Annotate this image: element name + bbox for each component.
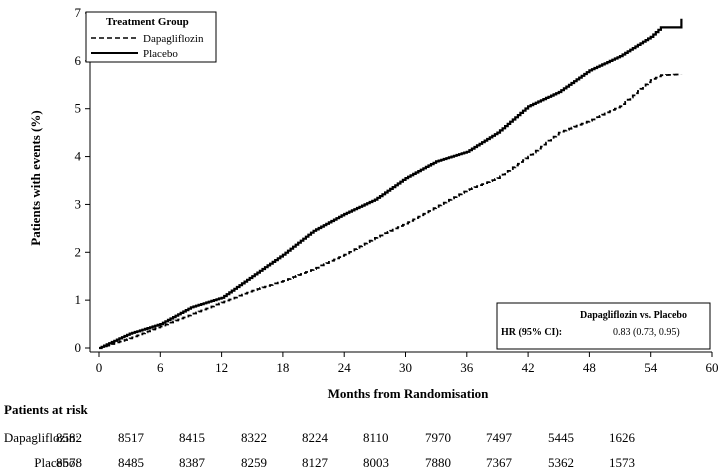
hr-header: Dapagliflozin vs. Placebo (580, 310, 687, 321)
risk-value: 8582 (56, 430, 82, 445)
risk-value: 8003 (363, 455, 389, 470)
risk-row: Placebo: 8578 8485 8387 8259 8127 8003 7880 7367… (0, 455, 726, 473)
y-tick-label: 2 (75, 244, 82, 259)
series-line-dapagliflozin (99, 73, 683, 349)
legend-title: Treatment Group (106, 16, 189, 28)
risk-value: 7367 (486, 455, 512, 470)
hr-label: HR (95% CI): (501, 327, 562, 338)
risk-value: 8110 (363, 430, 389, 445)
x-tick-label: 36 (460, 360, 474, 375)
x-tick-label: 30 (399, 360, 412, 375)
risk-table-title: Patients at risk (4, 402, 88, 417)
risk-value: 5362 (548, 455, 574, 470)
y-tick-label: 7 (75, 5, 82, 20)
legend-label-placebo: Placebo (143, 48, 178, 60)
series-line-placebo (99, 18, 683, 350)
risk-value: 5445 (548, 430, 574, 445)
risk-value: 7880 (425, 455, 451, 470)
x-tick-label: 48 (583, 360, 596, 375)
risk-value: 8578 (56, 455, 82, 470)
x-tick-label: 0 (96, 360, 103, 375)
x-tick-label: 54 (644, 360, 658, 375)
y-tick-label: 4 (75, 149, 82, 164)
x-tick-label: 6 (157, 360, 164, 375)
risk-value: 7970 (425, 430, 451, 445)
x-tick-label: 18 (276, 360, 289, 375)
risk-value: 8387 (179, 455, 205, 470)
risk-value: 8127 (302, 455, 328, 470)
y-axis-label: Patients with events (%) (28, 110, 43, 245)
risk-value: 8224 (302, 430, 328, 445)
hr-annotation: Dapagliflozin vs. Placebo HR (95% CI): 0… (496, 302, 711, 350)
risk-value: 1573 (609, 455, 635, 470)
risk-value: 8322 (241, 430, 267, 445)
legend-label-dapagliflozin: Dapagliflozin (143, 33, 204, 45)
x-axis-label: Months from Randomisation (328, 386, 490, 400)
x-tick-label: 42 (522, 360, 535, 375)
hr-value: 0.83 (0.73, 0.95) (613, 327, 680, 338)
y-tick-label: 5 (75, 101, 82, 116)
y-tick-label: 1 (75, 292, 82, 307)
risk-value: 8415 (179, 430, 205, 445)
risk-value: 1626 (609, 430, 635, 445)
risk-value: 7497 (486, 430, 512, 445)
risk-value: 8259 (241, 455, 267, 470)
x-tick-label: 12 (215, 360, 228, 375)
y-tick-label: 6 (75, 53, 82, 68)
y-tick-label: 0 (75, 340, 82, 355)
y-tick-label: 3 (75, 196, 82, 211)
risk-row: Dapagliflozin: 8582 8517 8415 8322 8224 8110 79… (0, 430, 726, 448)
risk-value: 8485 (118, 455, 144, 470)
x-tick-label: 60 (706, 360, 719, 375)
x-tick-label: 24 (338, 360, 352, 375)
risk-row-label: Dapagliflozin: (3, 430, 79, 445)
legend: Treatment Group Dapagliflozin Placebo (85, 11, 217, 63)
risk-row-label: Placebo: (34, 455, 79, 470)
risk-value: 8517 (118, 430, 144, 445)
